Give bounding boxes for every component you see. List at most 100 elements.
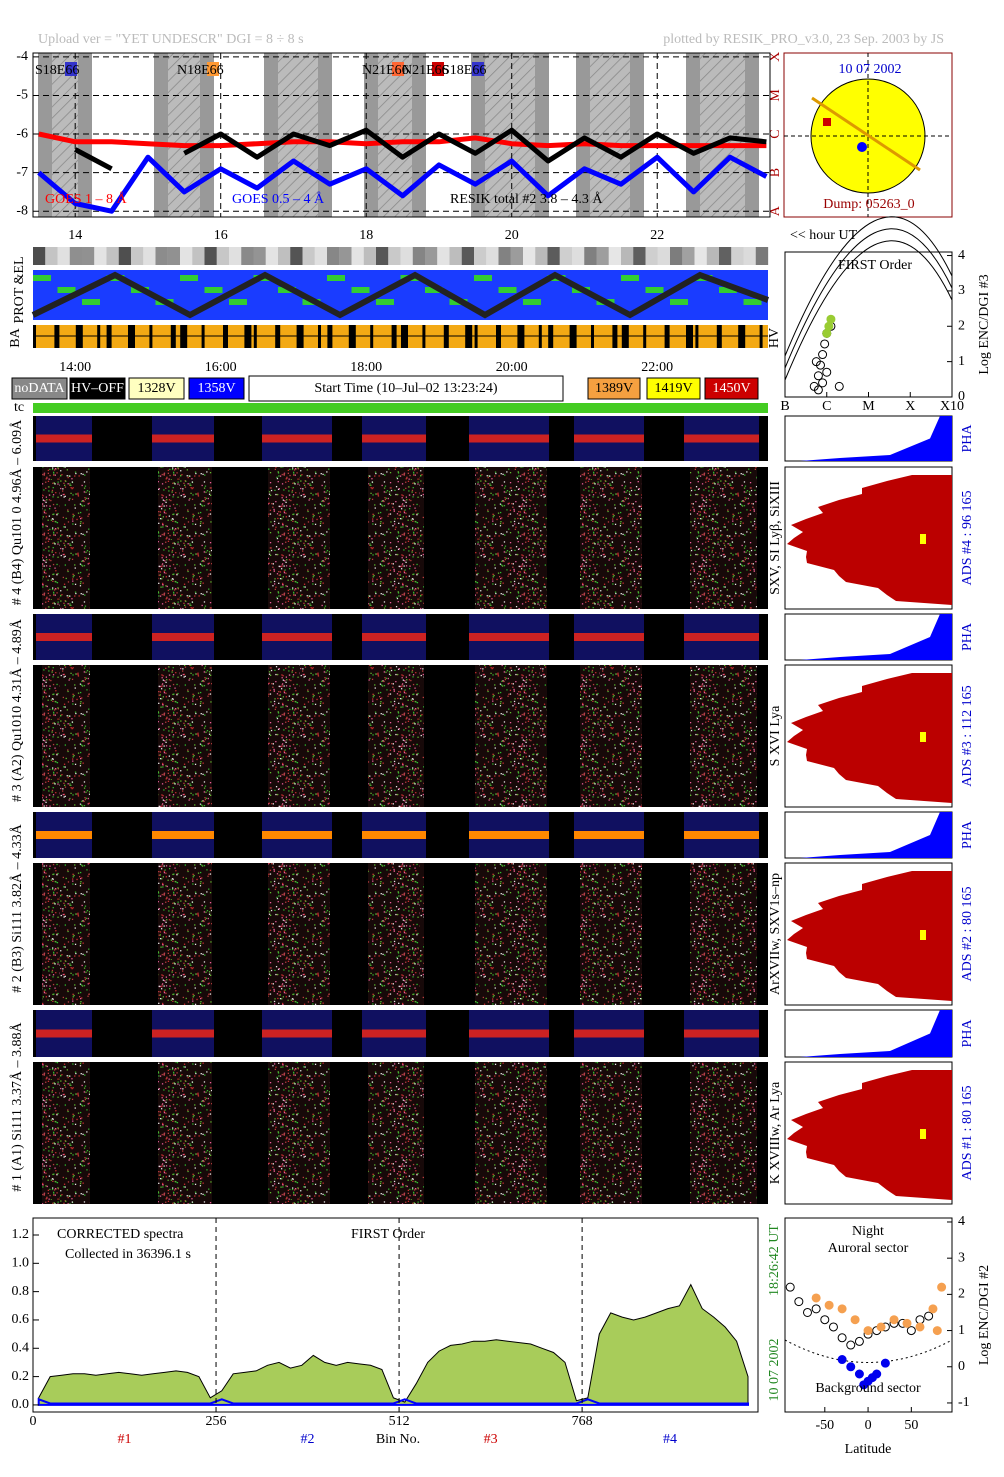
x-tick-label: 20 [505,228,519,243]
x-tick-label: B [780,399,789,414]
pointing-strip [278,247,291,265]
pointing-strip [327,247,340,265]
narrow-line [469,434,549,443]
legend-entry: RESIK total #2 3.8 – 4.3 Å [450,191,603,207]
strip-label: PROT &EL [12,256,27,323]
main-orbit [690,863,757,1005]
y-tick-label: 0 [958,1359,965,1374]
x-tick-label: 50 [904,1418,918,1433]
channel-lines: SXV, SI Lyβ, SiXIII [768,481,783,595]
pointing-strip [547,247,560,265]
x-tick-label: 22 [650,228,664,243]
scatter-point [794,1297,804,1307]
pointing-strip [731,247,744,265]
y-tick-label: 1 [958,354,965,369]
pha-marker [920,534,926,544]
x-tick-label: X [905,399,915,414]
pointing-strip [400,247,413,265]
x-tick-label: 256 [206,1414,227,1429]
section-label: #2 [301,1432,315,1447]
pointing-strip [339,247,352,265]
narrow-line [469,831,549,839]
scatter-point [820,1315,830,1325]
scatter-point [932,1326,942,1336]
region-marker [392,62,404,76]
legend-label: 1328V [137,381,175,396]
scatter-point [880,1358,890,1368]
plot-frame [32,1217,759,1413]
main-orbit [158,1062,212,1204]
hour-unit: << hour UT [790,228,858,243]
main-orbit [42,467,90,609]
pointing-strip [363,247,377,265]
narrow-line [152,831,214,839]
scatter-point [818,378,828,388]
pointing-strip [437,247,450,265]
prot-green [474,275,492,281]
pha-label: PHA [960,1019,975,1048]
scatter-point [837,1355,847,1365]
prot-green [670,299,688,305]
class-label: C [768,129,783,138]
y-tick-label: 0.2 [12,1369,30,1384]
pointing-strip [155,247,168,265]
region-marker [207,62,219,76]
scatter-point [928,1304,938,1314]
scatter-point [867,1373,877,1383]
legend-box [587,377,641,400]
pointing-strip [167,247,181,265]
main-orbit [580,665,642,807]
scatter-point [846,1340,856,1350]
pha-label: PHA [960,622,975,651]
narrow-line [262,831,332,839]
pointing-strip [351,247,364,265]
pha-narrow-fill [800,812,952,858]
x-tick-label: -50 [815,1418,834,1433]
scatter-point [846,1362,856,1372]
y-tick-label: 4 [958,1214,965,1229]
narrow-line [152,1029,214,1038]
pointing-strip [69,247,83,265]
prot-green [204,287,223,293]
region-marker [432,62,444,76]
region-label: S18E66 [35,63,79,78]
narrow-line [469,1029,549,1038]
pha-main-fill [787,475,952,605]
y-tick-label: 4 [958,248,965,263]
pointing-strip [559,247,573,265]
narrow-line [262,1029,332,1038]
x-tick-label: 0 [865,1418,872,1433]
main-orbit [475,1062,547,1204]
pointing-strip [461,247,475,265]
pha-main-fill [787,1070,952,1200]
scatter-point [813,385,823,395]
narrow-line [469,633,549,641]
y-tick-label: 3 [958,1250,965,1265]
legend-label: noDATA [14,381,65,396]
prot-green [376,299,394,305]
pointing-strip [596,247,609,265]
prot-green [498,287,517,293]
pha-marker [920,1129,926,1139]
x-tick-label: 14 [68,228,82,243]
legend-label: 1358V [197,381,235,396]
series-line [183,127,767,164]
region-marker [472,62,484,76]
pointing-strip [33,247,46,265]
x-tick-label: M [862,399,875,414]
x-tick-label: 512 [389,1414,410,1429]
orbit-track [811,96,921,172]
scatter-point [818,350,828,360]
scatter-point [854,1336,864,1346]
model-curve [784,228,953,369]
legend-entry: GOES 0.5 – 4 Å [232,191,325,207]
region-label: N18E66 [177,63,224,78]
pointing-strip [425,247,438,265]
series-line [37,154,768,214]
strip-label: tc [14,400,24,415]
x-tick-label: C [822,399,831,414]
section-label: #3 [484,1432,498,1447]
y-tick-label: 1.2 [12,1227,30,1242]
pointing-strip [743,247,756,265]
